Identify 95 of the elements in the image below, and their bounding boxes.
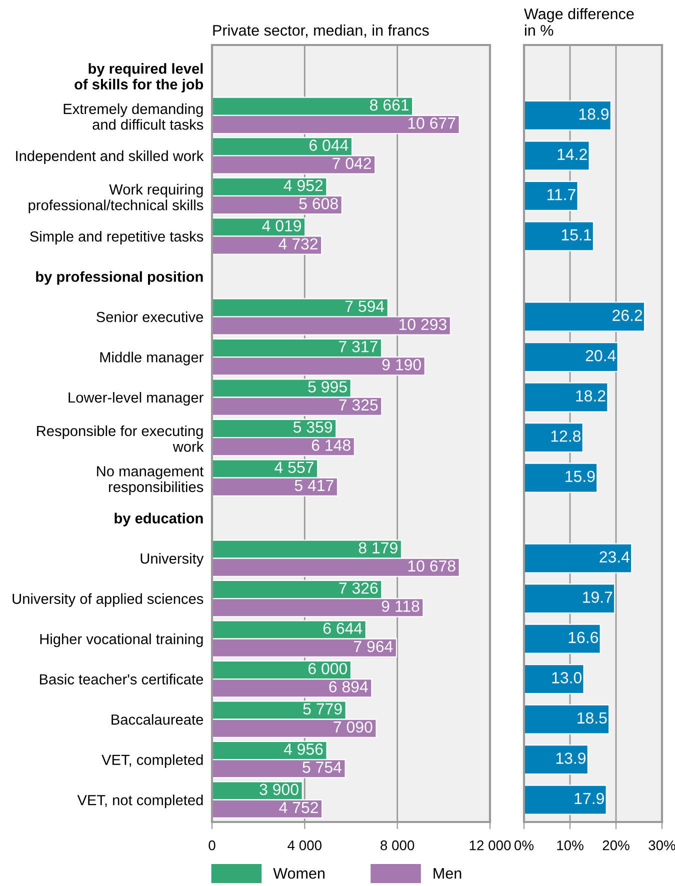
x-tick-label: 4 000 (288, 840, 322, 850)
data-label: 10 677 (408, 117, 456, 129)
legend-label: Men (434, 868, 462, 879)
bar (524, 784, 607, 815)
text: 17.9 (574, 792, 604, 804)
bar (524, 543, 632, 574)
y-tick-label: VET, not completed (77, 794, 203, 808)
x-tick-label: 10% (557, 840, 584, 850)
data-label: 4 752 (279, 802, 318, 814)
y-tick-label: No management responsibilities (97, 466, 204, 496)
bar (524, 100, 612, 130)
bar (524, 664, 584, 694)
x-tick-label: 12 000 (470, 840, 511, 850)
data-label: 7 594 (345, 300, 384, 312)
data-label: 6 000 (308, 663, 348, 674)
y-tick-label: Work requiring professional/technical skills (28, 184, 204, 214)
bar (524, 584, 616, 614)
text: 20.4 (586, 350, 616, 362)
x-tick-label: 8 000 (380, 840, 414, 850)
data-label: 7 964 (354, 640, 393, 652)
data-label: 4 732 (278, 238, 318, 250)
y-tick-label: Simple and repetitive tasks (30, 230, 204, 245)
y-tick-label: Basic teacher's certificate (40, 674, 204, 685)
chart-title: Wage difference in % (524, 8, 634, 36)
bar (524, 624, 601, 654)
text: 18.5 (578, 712, 607, 724)
data-label: 5 754 (302, 762, 342, 773)
y-tick-label: by professional position (36, 271, 203, 285)
y-tick-label: Middle manager (100, 352, 204, 366)
text: 15.9 (566, 470, 595, 482)
data-label: 8 179 (358, 542, 398, 554)
bar (524, 140, 590, 171)
data-label: 7 317 (339, 340, 378, 352)
y-tick-label: Baccalaureate (112, 714, 204, 725)
data-label: 4 956 (284, 744, 323, 755)
text: 13.9 (556, 752, 586, 764)
data-label: 10 678 (408, 560, 456, 572)
data-label: 5 779 (303, 703, 342, 715)
legend-label: Women (273, 868, 324, 879)
y-tick-label: Extremely demanding and difficult tasks (64, 103, 204, 130)
data-label: 9 190 (382, 359, 421, 370)
y-tick-label: by education (114, 512, 203, 526)
data-label: 5 995 (308, 381, 347, 392)
y-tick-label: Higher vocational training (40, 634, 203, 648)
data-label: 5 608 (299, 198, 338, 210)
x-tick-label: 30% (648, 840, 675, 850)
x-tick-label: 0% (514, 840, 534, 850)
bar (524, 180, 578, 212)
data-label: 5 359 (293, 421, 332, 433)
y-tick-label: Independent and skilled work (16, 150, 204, 164)
text: 12.8 (551, 430, 581, 442)
data-label: 5 417 (294, 480, 334, 492)
data-label: 4 557 (274, 462, 314, 474)
text: 23.4 (600, 551, 630, 563)
bar (524, 382, 608, 412)
data-label: 7 090 (334, 721, 372, 733)
data-label: 7 326 (339, 582, 378, 594)
text: 15.1 (562, 229, 592, 241)
text: 11.7 (547, 189, 576, 200)
text: 18.2 (576, 390, 606, 402)
data-label: 7 325 (339, 399, 378, 411)
text: 16.6 (568, 632, 598, 644)
y-tick-label: Lower-level manager (68, 392, 204, 406)
data-label: 3 900 (260, 784, 298, 796)
data-label: 7 042 (332, 158, 372, 170)
x-tick-label: 0 (208, 840, 216, 850)
data-label: 4 952 (284, 180, 323, 192)
data-label: 4 019 (262, 220, 302, 232)
y-tick-label: by required level of skills for the job (74, 63, 204, 92)
y-tick-label: University of applied sciences (12, 593, 204, 607)
y-tick-label: Senior executive (96, 311, 204, 322)
data-label: 9 118 (382, 600, 420, 612)
data-label: 6 044 (310, 140, 348, 151)
text: 18.9 (579, 108, 609, 120)
y-tick-label: University (140, 553, 204, 567)
bar (524, 704, 610, 734)
bar (524, 342, 618, 372)
bar (524, 422, 584, 453)
y-tick-label: Responsible for executing work (37, 425, 204, 452)
text: 26.2 (612, 310, 642, 322)
bar (524, 221, 594, 252)
data-label: 6 148 (312, 440, 350, 451)
data-label: 10 293 (399, 318, 446, 330)
bar (524, 302, 646, 332)
data-label: 6 644 (323, 622, 362, 634)
text: 19.7 (583, 592, 612, 603)
bar (524, 744, 588, 775)
bar (524, 462, 598, 493)
chart-title: Private sector, median, in francs (213, 24, 429, 38)
text: 14.2 (558, 148, 587, 160)
x-tick-label: 20% (602, 840, 630, 850)
data-label: 6 894 (329, 681, 368, 692)
y-tick-label: VET, completed (102, 754, 203, 768)
text: 13.0 (552, 672, 582, 684)
data-label: 8 661 (370, 99, 409, 111)
